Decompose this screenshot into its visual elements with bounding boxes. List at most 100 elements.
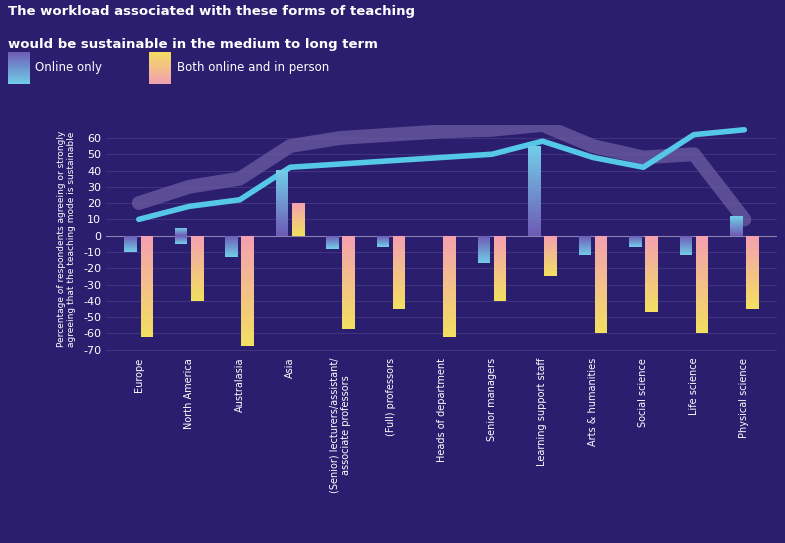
Bar: [595, 313, 608, 314]
Bar: [494, 275, 506, 276]
Bar: [141, 329, 153, 330]
Bar: [191, 281, 203, 282]
Bar: [342, 302, 355, 303]
Bar: [141, 320, 153, 321]
Bar: [746, 242, 759, 243]
Bar: [494, 288, 506, 289]
Bar: [696, 259, 708, 260]
Bar: [276, 195, 288, 196]
Bar: [392, 296, 406, 297]
Bar: [528, 167, 541, 168]
Bar: [595, 267, 608, 269]
Bar: [191, 237, 203, 238]
Bar: [392, 257, 406, 258]
Bar: [645, 285, 658, 286]
Bar: [444, 305, 456, 306]
Bar: [696, 248, 708, 249]
Bar: [191, 257, 203, 258]
Bar: [528, 184, 541, 185]
Bar: [141, 248, 153, 250]
Bar: [276, 224, 288, 225]
Bar: [392, 268, 406, 269]
Bar: [141, 324, 153, 325]
Bar: [342, 276, 355, 277]
Bar: [242, 244, 254, 245]
Bar: [342, 246, 355, 247]
Bar: [595, 241, 608, 242]
Bar: [392, 239, 406, 240]
Bar: [392, 287, 406, 288]
Bar: [595, 301, 608, 303]
Bar: [494, 279, 506, 280]
Bar: [494, 242, 506, 243]
Bar: [342, 318, 355, 319]
Bar: [276, 172, 288, 173]
Bar: [645, 272, 658, 273]
Bar: [191, 282, 203, 283]
Bar: [595, 255, 608, 256]
Bar: [191, 293, 203, 294]
Bar: [494, 261, 506, 262]
Bar: [392, 301, 406, 302]
Bar: [392, 304, 406, 305]
Bar: [191, 272, 203, 273]
Bar: [392, 268, 406, 269]
Bar: [746, 286, 759, 287]
Bar: [141, 326, 153, 328]
Bar: [645, 239, 658, 241]
Bar: [528, 165, 541, 166]
Bar: [595, 289, 608, 291]
Bar: [746, 237, 759, 238]
Bar: [276, 202, 288, 203]
Bar: [645, 285, 658, 286]
Bar: [242, 298, 254, 299]
Bar: [242, 287, 254, 288]
Bar: [242, 311, 254, 312]
Bar: [191, 252, 203, 253]
Bar: [645, 246, 658, 247]
Bar: [444, 263, 456, 264]
Bar: [392, 284, 406, 285]
Bar: [645, 297, 658, 298]
Bar: [494, 246, 506, 247]
Bar: [645, 300, 658, 301]
Bar: [141, 314, 153, 315]
Bar: [342, 321, 355, 323]
Bar: [595, 262, 608, 264]
Bar: [528, 207, 541, 209]
Bar: [494, 298, 506, 299]
Bar: [342, 290, 355, 292]
Bar: [141, 333, 153, 334]
Bar: [528, 202, 541, 203]
Bar: [696, 292, 708, 293]
Bar: [696, 236, 708, 237]
Bar: [696, 243, 708, 244]
Bar: [242, 342, 254, 344]
Bar: [595, 257, 608, 259]
Bar: [645, 292, 658, 293]
Bar: [494, 245, 506, 247]
Bar: [191, 254, 203, 255]
Bar: [696, 314, 708, 315]
Bar: [191, 252, 203, 253]
Bar: [191, 294, 203, 295]
Bar: [444, 238, 456, 239]
Bar: [595, 248, 608, 249]
Bar: [494, 241, 506, 242]
Bar: [276, 200, 288, 201]
Bar: [645, 311, 658, 312]
Bar: [242, 283, 254, 284]
Bar: [191, 277, 203, 278]
Bar: [528, 209, 541, 210]
Bar: [276, 189, 288, 190]
Bar: [444, 307, 456, 309]
Bar: [528, 169, 541, 171]
Bar: [444, 320, 456, 321]
Bar: [342, 263, 355, 264]
Bar: [444, 279, 456, 280]
Bar: [141, 319, 153, 320]
Bar: [242, 341, 254, 342]
Bar: [392, 269, 406, 270]
Bar: [746, 245, 759, 246]
Bar: [494, 256, 506, 257]
